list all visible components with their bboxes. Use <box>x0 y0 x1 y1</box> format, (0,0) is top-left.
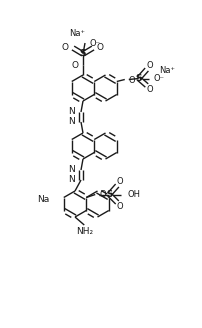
Text: N: N <box>68 175 75 184</box>
Text: O: O <box>146 61 152 70</box>
Text: N: N <box>68 166 75 174</box>
Text: Na⁺: Na⁺ <box>158 66 174 75</box>
Text: N: N <box>68 117 75 127</box>
Text: S: S <box>106 190 112 199</box>
Text: O: O <box>72 60 79 70</box>
Text: NH₂: NH₂ <box>75 228 92 236</box>
Text: O: O <box>99 190 105 199</box>
Text: O: O <box>116 202 123 211</box>
Text: O: O <box>97 43 103 51</box>
Text: O: O <box>116 177 123 186</box>
Text: S: S <box>135 74 141 83</box>
Text: OH: OH <box>127 190 140 199</box>
Text: O⁻: O⁻ <box>89 38 101 48</box>
Text: S: S <box>79 50 86 58</box>
Text: Na: Na <box>37 195 49 204</box>
Text: O: O <box>62 43 69 51</box>
Text: N: N <box>68 108 75 116</box>
Text: O: O <box>146 85 152 94</box>
Text: O⁻: O⁻ <box>153 74 164 83</box>
Text: O: O <box>128 76 135 85</box>
Text: Na⁺: Na⁺ <box>69 29 85 37</box>
